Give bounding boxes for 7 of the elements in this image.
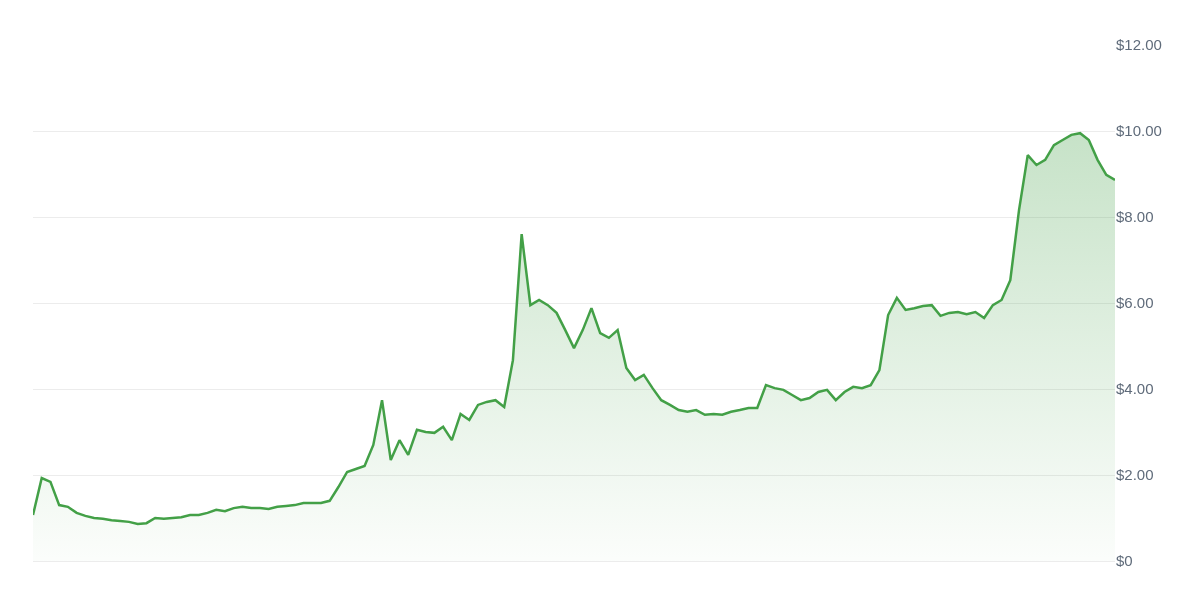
y-tick-label: $6.00: [1116, 294, 1154, 312]
y-tick-label: $8.00: [1116, 208, 1154, 226]
y-tick-label: $2.00: [1116, 466, 1154, 484]
y-tick-label: $4.00: [1116, 380, 1154, 398]
y-tick-label: $10.00: [1116, 122, 1162, 140]
y-tick-label: $0: [1116, 552, 1133, 570]
y-tick-label: $12.00: [1116, 36, 1162, 54]
